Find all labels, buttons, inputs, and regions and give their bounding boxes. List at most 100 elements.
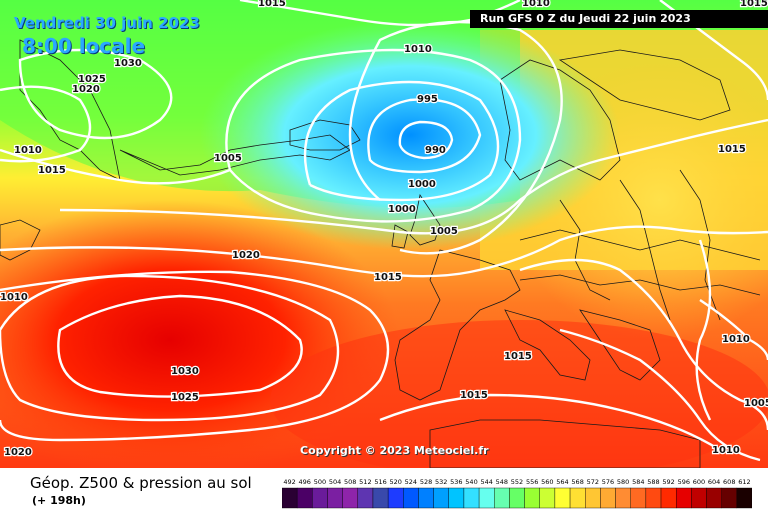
legend-swatch bbox=[342, 487, 359, 509]
isobar-label: 1015 bbox=[460, 390, 488, 401]
legend-label: 596 bbox=[678, 478, 690, 486]
isobar-label: 1015 bbox=[258, 0, 286, 9]
color-scale-legend: 492 496 500 504 508 512 516 520 524 528 532 536 540 5… bbox=[282, 478, 752, 509]
legend-label: 584 bbox=[632, 478, 644, 486]
legend-swatch bbox=[296, 487, 313, 509]
isobar-label: 1010 bbox=[712, 445, 740, 456]
legend-swatch bbox=[418, 487, 434, 509]
isobar-label: 1025 bbox=[171, 392, 199, 403]
legend-label: 524 bbox=[405, 478, 417, 486]
isobar-label: 1020 bbox=[72, 84, 100, 95]
legend-swatch bbox=[403, 487, 419, 509]
legend-swatch bbox=[615, 487, 631, 509]
legend-label: 532 bbox=[435, 478, 447, 486]
isobar-label: 1010 bbox=[404, 44, 432, 55]
legend-swatch bbox=[721, 487, 738, 509]
legend-swatch bbox=[539, 487, 556, 509]
isobar-label: 1030 bbox=[171, 366, 199, 377]
legend-swatch bbox=[282, 487, 298, 509]
copyright: Copyright © 2023 Meteociel.fr bbox=[300, 444, 489, 457]
valid-time: 8:00 locale bbox=[22, 34, 146, 58]
isobar-label: 1020 bbox=[4, 447, 32, 458]
isobar-label: 1010 bbox=[522, 0, 550, 9]
legend-label: 580 bbox=[617, 478, 629, 486]
legend-label: 528 bbox=[420, 478, 432, 486]
legend-label: 564 bbox=[556, 478, 568, 486]
legend-swatch bbox=[387, 487, 404, 509]
legend-swatch bbox=[312, 487, 328, 509]
isobar-label: 1005 bbox=[214, 153, 242, 164]
legend-label: 560 bbox=[541, 478, 553, 486]
isobar-label: 1030 bbox=[114, 58, 142, 69]
legend-swatch bbox=[448, 487, 465, 509]
isobar-label: 1005 bbox=[744, 398, 768, 409]
legend-swatch bbox=[524, 487, 540, 509]
legend-label: 536 bbox=[450, 478, 462, 486]
legend-swatch bbox=[660, 487, 677, 509]
isobar-label: 1005 bbox=[430, 226, 458, 237]
legend-label: 492 bbox=[283, 478, 295, 486]
legend-swatch bbox=[554, 487, 571, 509]
legend-label: 592 bbox=[662, 478, 674, 486]
legend-swatch bbox=[691, 487, 707, 509]
legend-label: 608 bbox=[723, 478, 735, 486]
legend-swatch bbox=[645, 487, 662, 509]
legend-swatch bbox=[675, 487, 692, 509]
isobar-label: 1015 bbox=[38, 165, 66, 176]
legend-swatch bbox=[569, 487, 586, 509]
map-title: Géop. Z500 & pression au sol bbox=[30, 474, 252, 492]
isobar-label: 1015 bbox=[374, 272, 402, 283]
legend-swatch bbox=[327, 487, 343, 509]
legend-swatch bbox=[433, 487, 449, 509]
legend-label: 576 bbox=[602, 478, 614, 486]
legend-swatch bbox=[736, 487, 752, 509]
legend-label: 612 bbox=[738, 478, 750, 486]
legend-label: 572 bbox=[587, 478, 599, 486]
legend-label: 604 bbox=[708, 478, 720, 486]
legend-label: 568 bbox=[571, 478, 583, 486]
legend-label: 588 bbox=[647, 478, 659, 486]
isobar-label: 1010 bbox=[0, 292, 28, 303]
legend-label: 544 bbox=[480, 478, 492, 486]
isobar-label: 1015 bbox=[740, 0, 768, 9]
low-pressure-core bbox=[200, 20, 620, 250]
isobar-label: 1025 bbox=[78, 74, 106, 85]
legend-swatch bbox=[585, 487, 601, 509]
legend-swatch bbox=[463, 487, 480, 509]
isobar-label: 1000 bbox=[388, 204, 416, 215]
isobar-label: 1020 bbox=[232, 250, 260, 261]
legend-label: 548 bbox=[496, 478, 508, 486]
isobar-label: 990 bbox=[425, 145, 446, 156]
forecast-offset: (+ 198h) bbox=[32, 494, 86, 507]
legend-label: 512 bbox=[359, 478, 371, 486]
isobar-label: 1015 bbox=[718, 144, 746, 155]
legend-label: 552 bbox=[511, 478, 523, 486]
isobar-label: 1010 bbox=[14, 145, 42, 156]
legend-label: 556 bbox=[526, 478, 538, 486]
legend-swatch bbox=[357, 487, 374, 509]
legend-label: 540 bbox=[465, 478, 477, 486]
isobar-label: 995 bbox=[417, 94, 438, 105]
legend-label: 500 bbox=[314, 478, 326, 486]
legend-label: 516 bbox=[374, 478, 386, 486]
legend-label: 508 bbox=[344, 478, 356, 486]
isobar-label: 1000 bbox=[408, 179, 436, 190]
legend-label: 520 bbox=[389, 478, 401, 486]
legend-label: 600 bbox=[693, 478, 705, 486]
run-info: Run GFS 0 Z du Jeudi 22 juin 2023 bbox=[470, 10, 768, 28]
legend-swatch bbox=[372, 487, 389, 509]
legend-label: 496 bbox=[299, 478, 311, 486]
geopotential-map: 1015 1010 1030 1025 1020 1010 1015 1005 … bbox=[0, 0, 768, 468]
legend-swatch bbox=[478, 487, 495, 509]
valid-date: Vendredi 30 juin 2023 bbox=[14, 14, 200, 32]
legend-swatch bbox=[494, 487, 510, 509]
mediterranean-warm-zone bbox=[270, 320, 768, 468]
legend-swatch bbox=[600, 487, 616, 509]
legend-swatch bbox=[706, 487, 722, 509]
isobar-label: 1015 bbox=[504, 351, 532, 362]
legend-label: 504 bbox=[329, 478, 341, 486]
isobar-label: 1010 bbox=[722, 334, 750, 345]
legend-swatch bbox=[630, 487, 647, 509]
isobar-labels: 1015 1010 1030 1025 1020 1010 1015 1005 … bbox=[0, 0, 768, 459]
